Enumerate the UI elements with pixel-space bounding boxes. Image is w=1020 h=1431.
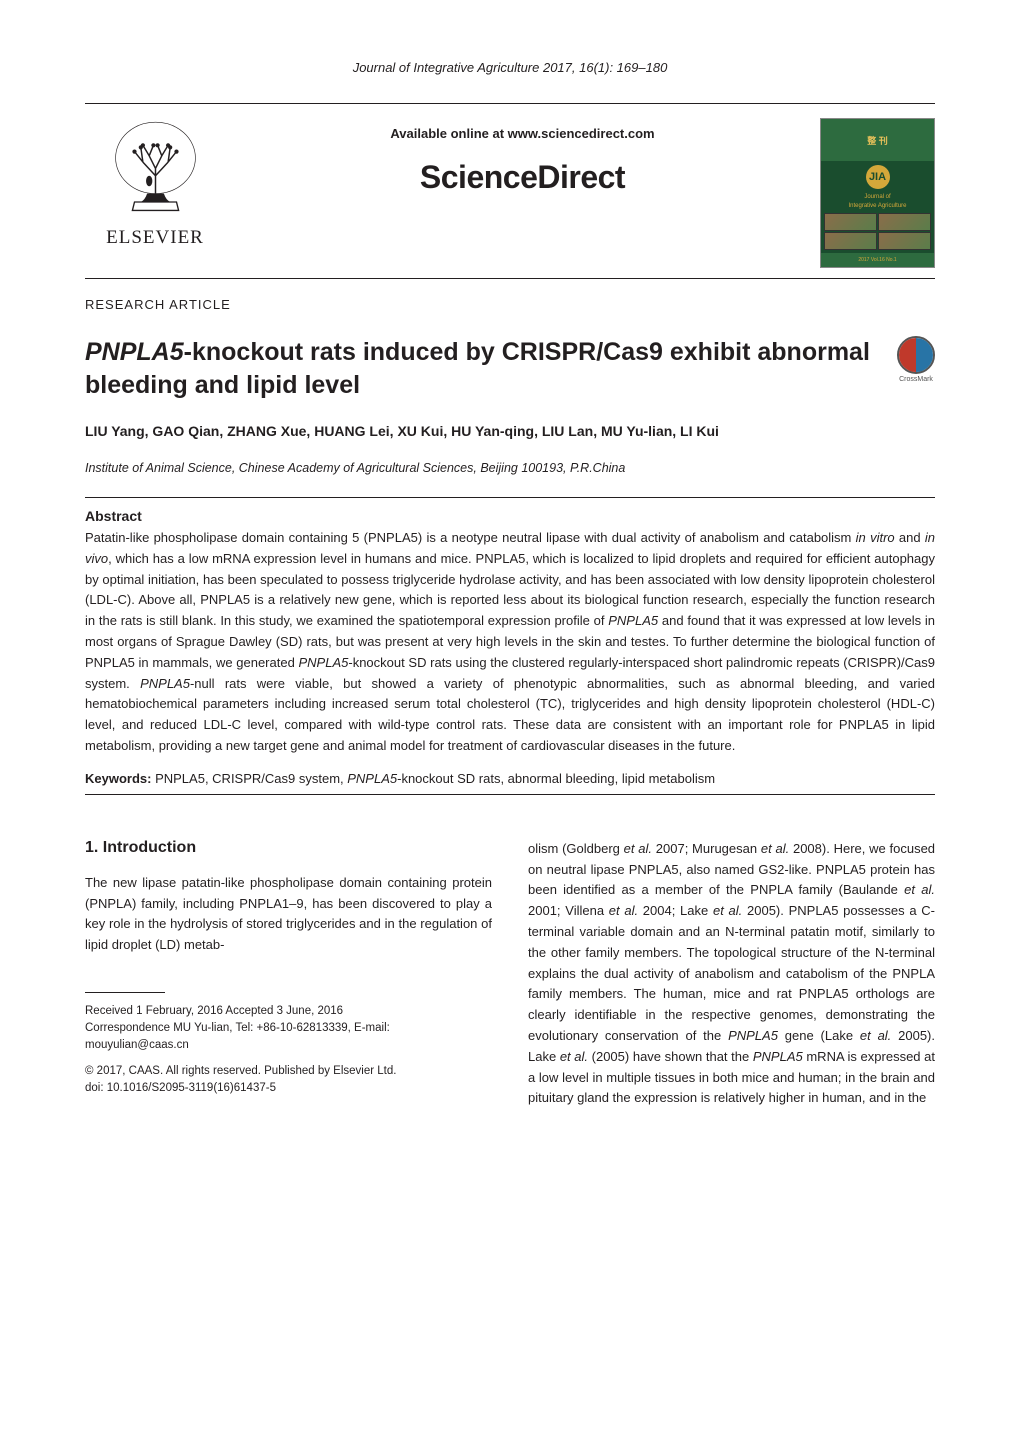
left-column: 1. Introduction The new lipase patatin-l… bbox=[85, 839, 492, 1109]
elsevier-tree-icon bbox=[98, 118, 213, 223]
author-affiliation: Institute of Animal Science, Chinese Aca… bbox=[85, 461, 935, 475]
title-gene-name: PNPLA5 bbox=[85, 338, 184, 366]
jia-title-line1: Journal of bbox=[821, 193, 934, 202]
sciencedirect-logo: ScienceDirect bbox=[225, 159, 820, 196]
jia-issue-info: 2017 Vol.16 No.1 bbox=[821, 253, 934, 267]
two-column-body: 1. Introduction The new lipase patatin-l… bbox=[85, 839, 935, 1109]
jia-title-line2: Integrative Agriculture bbox=[821, 202, 934, 211]
footnote-received: Received 1 February, 2016 Accepted 3 Jun… bbox=[85, 1003, 492, 1020]
crossmark-label: CrossMark bbox=[897, 376, 935, 383]
intro-right-text: olism (Goldberg et al. 2007; Murugesan e… bbox=[528, 839, 935, 1109]
footnote-correspondence: Correspondence MU Yu-lian, Tel: +86-10-6… bbox=[85, 1020, 492, 1055]
jia-cover-images bbox=[821, 210, 934, 253]
divider bbox=[85, 794, 935, 795]
article-type-label: RESEARCH ARTICLE bbox=[85, 297, 935, 312]
crossmark-icon bbox=[897, 336, 935, 374]
introduction-heading: 1. Introduction bbox=[85, 839, 492, 857]
article-title: PNPLA5-knockout rats induced by CRISPR/C… bbox=[85, 336, 885, 401]
elsevier-wordmark: ELSEVIER bbox=[106, 227, 204, 249]
jia-top-bar: 整 刊 bbox=[821, 119, 934, 161]
right-column: olism (Goldberg et al. 2007; Murugesan e… bbox=[528, 839, 935, 1109]
intro-left-text: The new lipase patatin-like phospholipas… bbox=[85, 873, 492, 956]
available-online-text: Available online at www.sciencedirect.co… bbox=[225, 126, 820, 141]
footnote-rule bbox=[85, 992, 165, 993]
abstract-heading: Abstract bbox=[85, 508, 935, 524]
keywords-label: Keywords: bbox=[85, 771, 151, 786]
authors-list: LIU Yang, GAO Qian, ZHANG Xue, HUANG Lei… bbox=[85, 423, 935, 439]
journal-cover-thumbnail: 整 刊 JIA Journal of Integrative Agricultu… bbox=[820, 118, 935, 268]
jia-logo-icon: JIA bbox=[866, 165, 890, 189]
journal-citation: Journal of Integrative Agriculture 2017,… bbox=[85, 60, 935, 75]
keywords-text: PNPLA5, CRISPR/Cas9 system, PNPLA5-knock… bbox=[151, 771, 715, 786]
sciencedirect-block: Available online at www.sciencedirect.co… bbox=[225, 118, 820, 196]
divider bbox=[85, 497, 935, 498]
footnote-copyright: © 2017, CAAS. All rights reserved. Publi… bbox=[85, 1063, 492, 1080]
header-banner: ELSEVIER Available online at www.science… bbox=[85, 103, 935, 279]
footnote-doi: doi: 10.1016/S2095-3119(16)61437-5 bbox=[85, 1080, 492, 1097]
abstract-text: Patatin-like phospholipase domain contai… bbox=[85, 528, 935, 757]
keywords-line: Keywords: PNPLA5, CRISPR/Cas9 system, PN… bbox=[85, 771, 935, 786]
title-rest: -knockout rats induced by CRISPR/Cas9 ex… bbox=[85, 338, 870, 399]
crossmark-badge[interactable]: CrossMark bbox=[897, 336, 935, 383]
elsevier-logo: ELSEVIER bbox=[85, 118, 225, 249]
